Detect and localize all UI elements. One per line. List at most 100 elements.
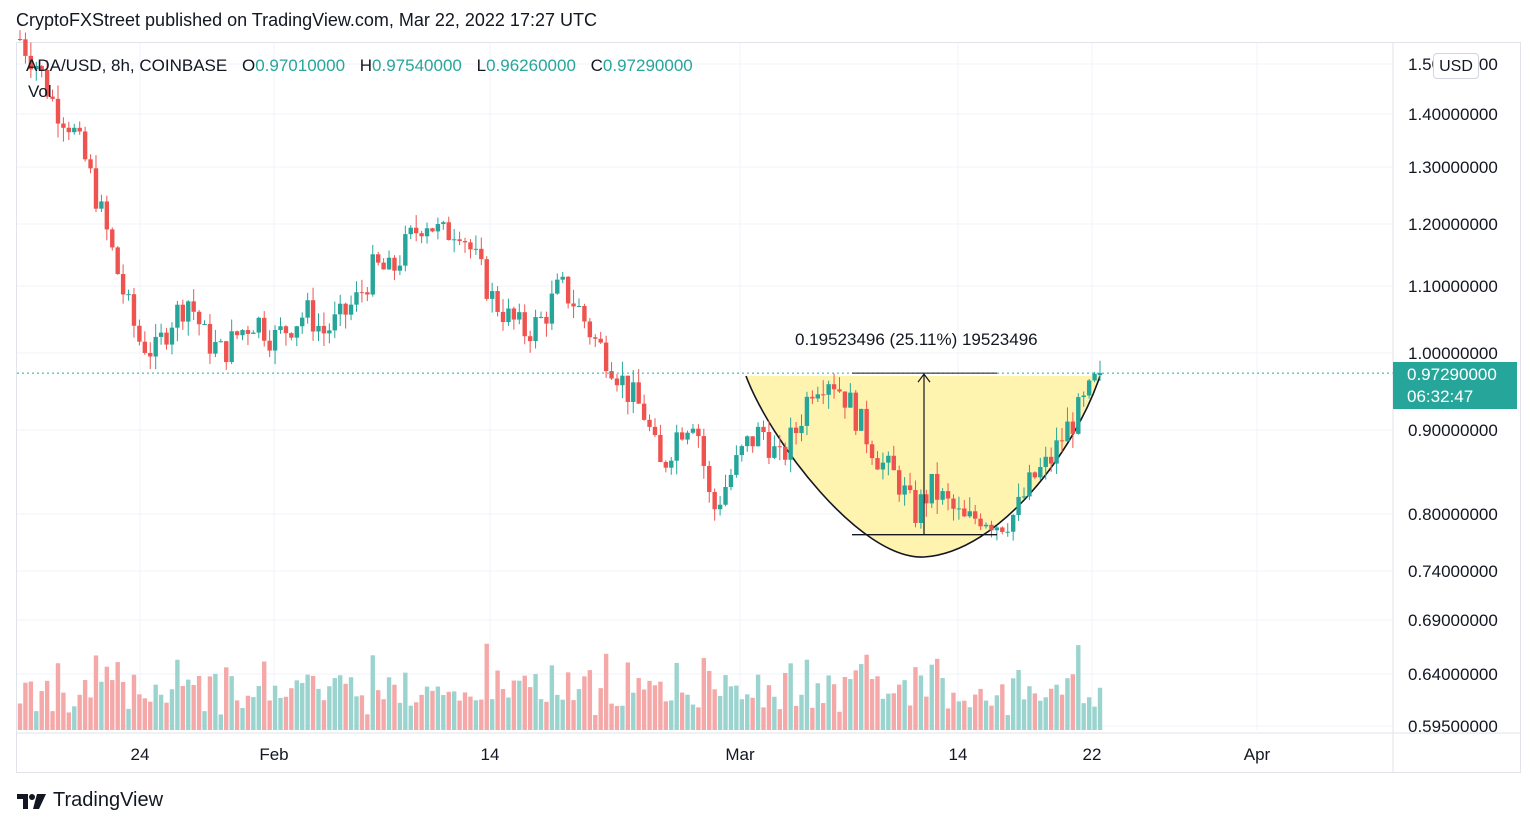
volume-bar (804, 659, 810, 730)
volume-bar (940, 678, 945, 730)
volume-bar (44, 680, 50, 730)
volume-bar (104, 666, 110, 730)
volume-bar (283, 696, 289, 730)
candle-body (158, 332, 164, 337)
volume-bar (544, 701, 549, 730)
candle-body (679, 432, 685, 440)
candle-body (913, 490, 918, 523)
volume-bar (728, 686, 734, 730)
volume-bar (983, 700, 989, 730)
volume-bar (907, 705, 913, 730)
currency-button[interactable]: USD (1433, 53, 1479, 79)
candle-body (267, 340, 272, 351)
volume-bar (517, 680, 522, 730)
volume-bar (967, 707, 972, 730)
candle-body (533, 317, 538, 342)
volume-bar (23, 682, 28, 730)
candle-body (310, 300, 316, 332)
volume-bar (777, 709, 782, 730)
volume-bar (55, 663, 61, 730)
symbol-label[interactable]: ADA/USD, 8h, COINBASE (26, 56, 228, 75)
volume-bar (717, 695, 723, 730)
candle-body (837, 389, 842, 392)
candle-body (598, 338, 603, 343)
candle-body (918, 494, 924, 523)
chart-frame (16, 42, 1521, 773)
candle-body (500, 311, 506, 323)
volume-bar (1005, 715, 1010, 730)
volume-bar (739, 699, 745, 730)
volume-bar (880, 698, 886, 730)
candle-body (859, 408, 864, 431)
volume-bar (142, 698, 148, 730)
volume-bar (810, 707, 815, 730)
candle-body (104, 201, 110, 230)
high-value: 0.97540000 (372, 56, 462, 75)
volume-bar (137, 694, 142, 730)
candle-body (17, 39, 23, 40)
candle-body (663, 462, 669, 468)
y-tick-label: 0.80000000 (1408, 505, 1498, 524)
candle-body (603, 342, 609, 372)
candle-body (804, 396, 810, 426)
candle-body (755, 426, 761, 447)
volume-bar (392, 684, 397, 730)
candle-body (989, 524, 994, 531)
candle-body (511, 308, 517, 320)
candle-body (783, 446, 788, 460)
candle-body (148, 352, 153, 357)
volume-bar (305, 674, 310, 730)
volume-bar (831, 684, 837, 730)
volume-bar (202, 711, 207, 730)
x-tick-label: Mar (725, 745, 755, 764)
volume-bar (191, 685, 196, 730)
candle-body (39, 66, 44, 71)
volume-bar (994, 695, 1000, 730)
volume-bar (424, 686, 430, 730)
candle-body (902, 485, 907, 495)
candle-body (332, 314, 337, 331)
candle-body (441, 222, 446, 225)
candle-body (924, 494, 929, 504)
volume-bar (262, 661, 267, 730)
candle-body (636, 382, 641, 404)
volume-bar (707, 670, 712, 730)
volume-bar (300, 683, 305, 730)
volume-bar (196, 675, 202, 730)
y-tick-label: 0.90000000 (1408, 421, 1498, 440)
volume-bar (256, 686, 261, 730)
candle-body (1076, 397, 1081, 434)
volume-bar (685, 694, 690, 730)
volume-bar (631, 692, 636, 730)
candle-body (527, 336, 533, 342)
candle-body (446, 222, 451, 241)
candle-body (560, 276, 565, 280)
volume-bar (793, 705, 799, 730)
footer-brand[interactable]: TradingView (17, 789, 163, 812)
candle-body (696, 428, 701, 437)
candle-body (99, 201, 104, 209)
volume-bar (1032, 693, 1038, 730)
candle-body (945, 491, 951, 499)
x-tick-label: Apr (1244, 745, 1271, 764)
candle-body (294, 326, 299, 338)
volume-bar (609, 703, 614, 730)
candle-body (728, 474, 734, 487)
candle-body (1021, 496, 1027, 498)
volume-bar (82, 680, 88, 730)
volume-bar (913, 667, 918, 730)
candle-body (316, 325, 321, 332)
candle-body (815, 394, 820, 399)
volume-bar (799, 694, 804, 730)
volume-bar (224, 667, 229, 730)
candle-body (137, 325, 142, 342)
candle-body (169, 327, 175, 345)
volume-label[interactable]: Vol (28, 82, 52, 101)
volume-bar (766, 685, 772, 730)
volume-bar (115, 662, 120, 730)
candle-body (712, 492, 717, 510)
candle-body (457, 239, 462, 242)
volume-bar (614, 706, 620, 730)
candle-body (1070, 421, 1076, 434)
